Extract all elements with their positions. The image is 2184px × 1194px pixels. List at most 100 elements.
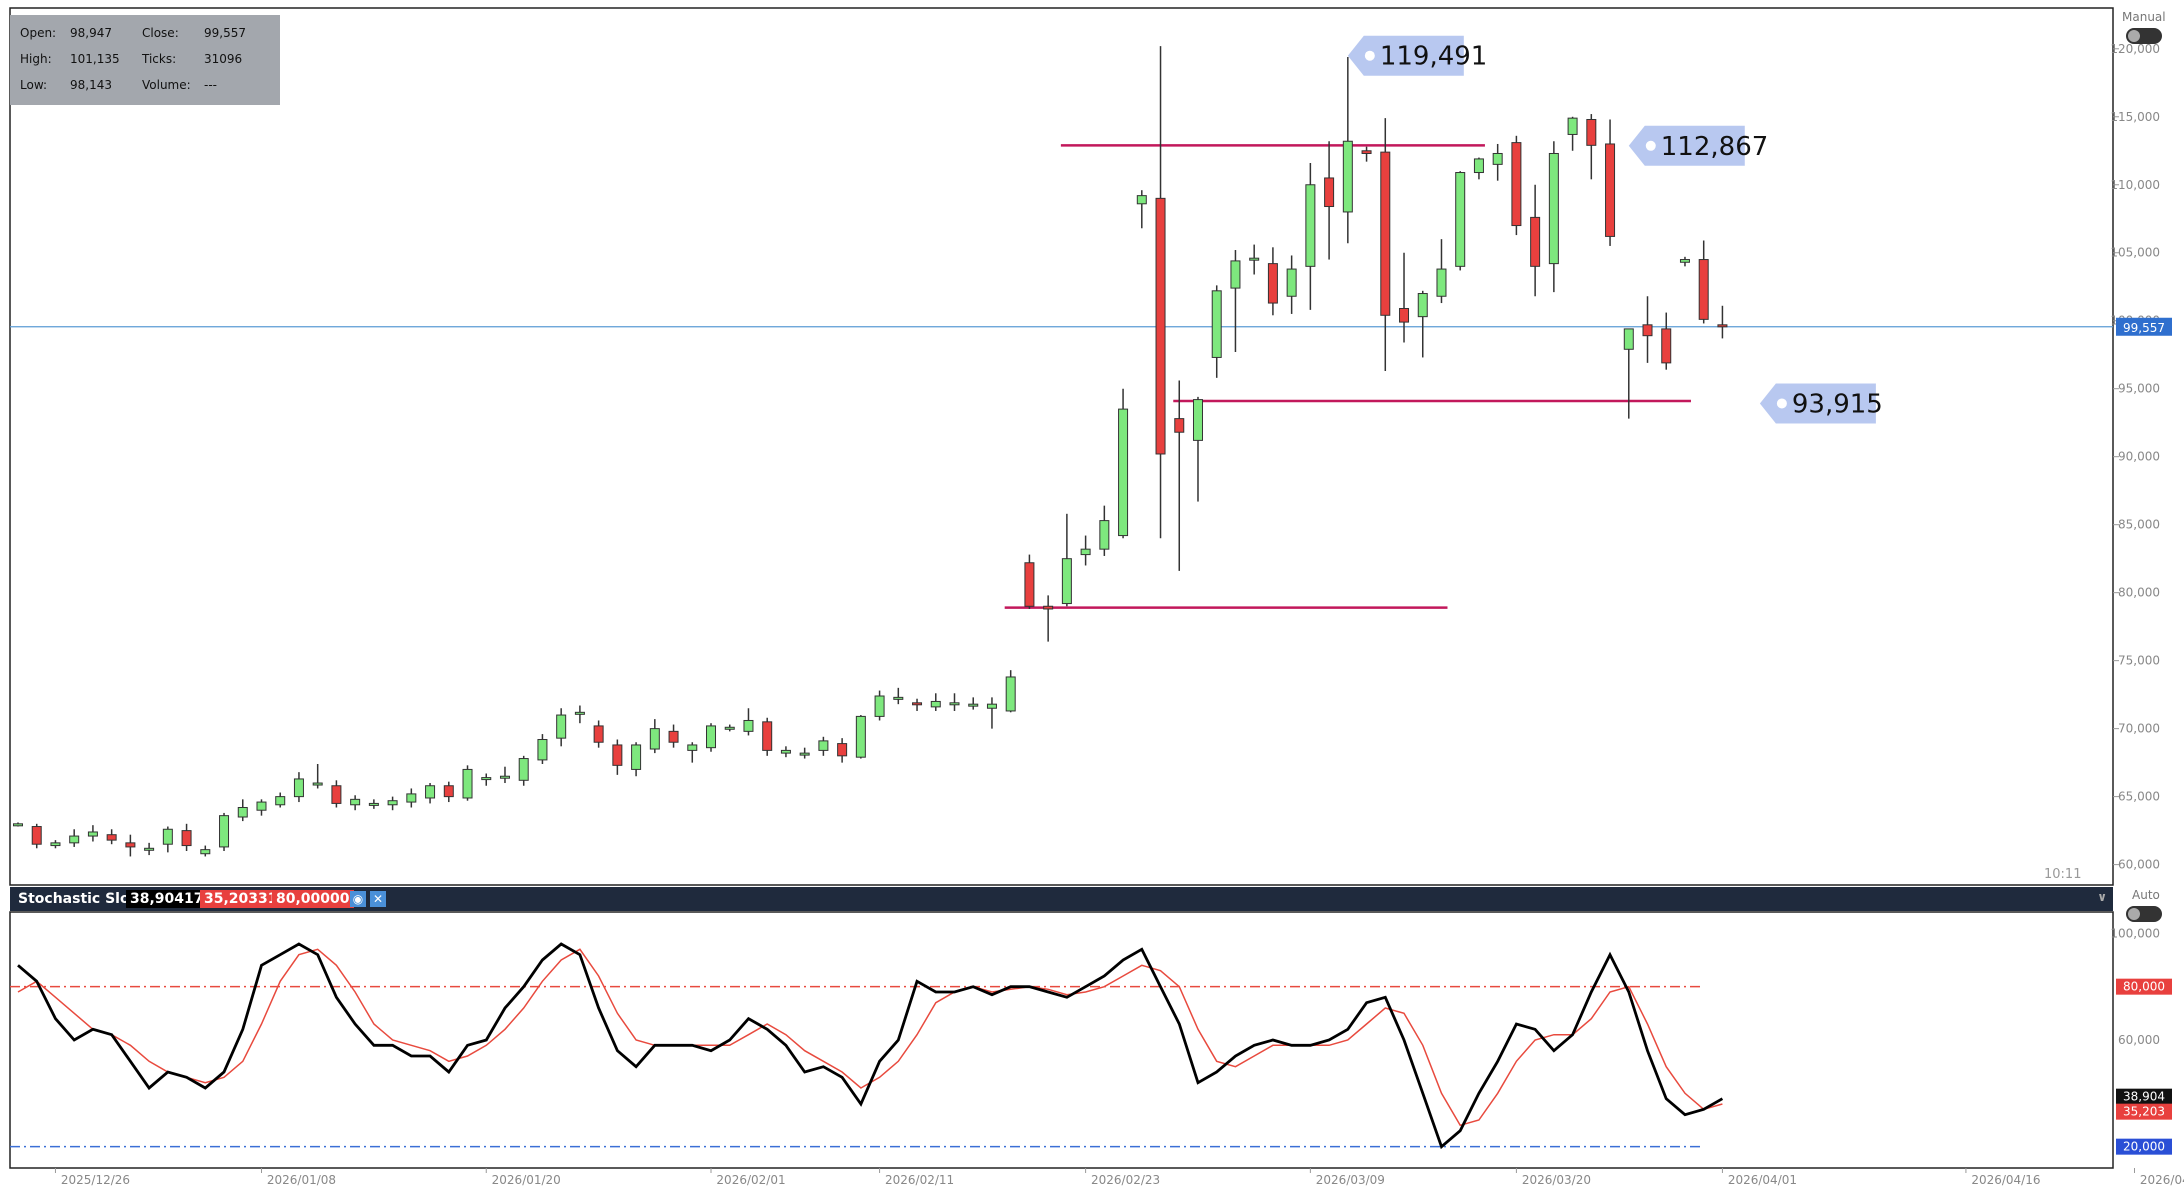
callout-label: 112,867 <box>1661 132 1769 162</box>
price-tick-label: 95,000 <box>2118 382 2160 396</box>
close-label: Close: <box>142 26 179 40</box>
candle-body <box>293 778 304 798</box>
price-tick-label: 65,000 <box>2118 790 2160 804</box>
price-tick-label: 75,000 <box>2118 654 2160 668</box>
candle-body <box>556 714 567 739</box>
time-tick-label: 2026/01/20 <box>492 1173 561 1187</box>
stochastic-d-line <box>17 948 1723 1127</box>
price-panel-frame <box>9 7 2114 886</box>
candle-body <box>1679 259 1690 263</box>
price-tick-label: 85,000 <box>2118 518 2160 532</box>
stochastic-upper-label: 80,000 <box>2123 980 2165 994</box>
candle-body <box>443 785 454 798</box>
candle-body <box>13 823 23 827</box>
candle-body <box>499 775 510 779</box>
candle-body <box>31 826 42 845</box>
candle-body <box>1155 197 1166 455</box>
volume-value: --- <box>204 78 217 92</box>
callout-tag <box>1759 383 1876 424</box>
low-label: Low: <box>20 78 48 92</box>
candle-body <box>574 711 585 715</box>
candle-body <box>144 847 155 851</box>
candle-body <box>1099 520 1110 550</box>
price-tick-label: 90,000 <box>2118 450 2160 464</box>
price-tick-label: 70,000 <box>2118 722 2160 736</box>
stochastic-d-label: 35,203 <box>2123 1105 2165 1119</box>
candle-body <box>256 801 267 811</box>
price-tick-label: 105,000 <box>2110 246 2160 260</box>
candle-body <box>668 730 679 743</box>
candle-body <box>125 842 136 848</box>
candle-body <box>855 715 866 758</box>
candle-body <box>1511 142 1522 227</box>
high-label: High: <box>20 52 52 66</box>
manual-toggle[interactable] <box>2126 28 2162 44</box>
candle-body <box>724 726 735 730</box>
stochastic-lower-label-bg <box>2116 1138 2172 1155</box>
candle-body <box>930 700 941 708</box>
horizontal-levels <box>1004 144 1691 609</box>
candle-body <box>50 842 61 847</box>
candle-body <box>949 702 960 706</box>
candle-body <box>1286 268 1297 297</box>
candle-body <box>1061 558 1072 605</box>
candle-body <box>1249 257 1260 261</box>
stochastic-tick-label: 60,000 <box>2118 1033 2160 1047</box>
chevron-down-icon[interactable]: ∨ <box>2097 890 2107 904</box>
candle-body <box>162 828 173 845</box>
candlestick-series <box>13 46 1728 857</box>
time-tick-label: 2026/01/08 <box>267 1173 336 1187</box>
stochastic-panel <box>10 942 1724 1150</box>
open-value: 98,947 <box>70 26 112 40</box>
candle-body <box>331 785 342 804</box>
candle-body <box>1417 293 1428 318</box>
indicator-k-value: 38,90417 <box>126 890 208 908</box>
candle-body <box>1230 260 1241 289</box>
candle-body <box>1136 195 1147 205</box>
candle-body <box>1586 118 1597 146</box>
candle-body <box>219 815 230 848</box>
visibility-icon[interactable]: ◉ <box>350 891 366 907</box>
stochastic-tick-label: 100,000 <box>2110 926 2160 940</box>
price-tick-label: 80,000 <box>2118 586 2160 600</box>
callout-dot <box>1645 140 1656 151</box>
candle-body <box>462 768 473 799</box>
candle-body <box>275 796 286 806</box>
candle-body <box>106 834 117 841</box>
close-icon[interactable]: ✕ <box>370 891 386 907</box>
candle-body <box>1548 152 1559 265</box>
price-tick-label: 60,000 <box>2118 858 2160 872</box>
auto-toggle[interactable] <box>2126 906 2162 922</box>
candle-body <box>1436 268 1447 297</box>
ohlc-info-panel: Open: 98,947 High: 101,135 Low: 98,143 C… <box>10 15 280 105</box>
stochastic-k-line <box>17 942 1724 1150</box>
candle-body <box>1080 548 1091 556</box>
candle-body <box>706 725 717 749</box>
candle-body <box>1661 328 1672 364</box>
stochastic-k-label: 38,904 <box>2123 1090 2165 1104</box>
candle-body <box>518 758 529 781</box>
callout-dot <box>1364 50 1375 61</box>
candle-body <box>1005 676 1016 712</box>
stochastic-upper-label-bg <box>2116 978 2172 995</box>
candle-body <box>912 702 923 706</box>
candle-body <box>743 719 754 732</box>
stochastic-lower-label: 20,000 <box>2123 1140 2165 1154</box>
indicator-level-value: 80,00000 <box>272 890 354 908</box>
ticks-label: Ticks: <box>142 52 177 66</box>
ticks-value: 31096 <box>204 52 243 66</box>
time-tick-label: 2026/02/23 <box>1091 1173 1160 1187</box>
time-tick-label: 2026/03/09 <box>1316 1173 1385 1187</box>
stochastic-k-label-bg <box>2116 1088 2172 1105</box>
candle-body <box>368 802 379 806</box>
time-tick-label: 2026/03/20 <box>1522 1173 1591 1187</box>
high-value: 101,135 <box>70 52 120 66</box>
candle-body <box>1043 605 1054 610</box>
manual-mode-label: Manual <box>2122 10 2166 24</box>
candle-body <box>200 849 211 855</box>
candle-body <box>649 728 660 750</box>
candle-body <box>612 744 623 766</box>
candle-body <box>312 782 323 786</box>
candle-body <box>799 752 810 756</box>
candle-body <box>1399 307 1410 323</box>
